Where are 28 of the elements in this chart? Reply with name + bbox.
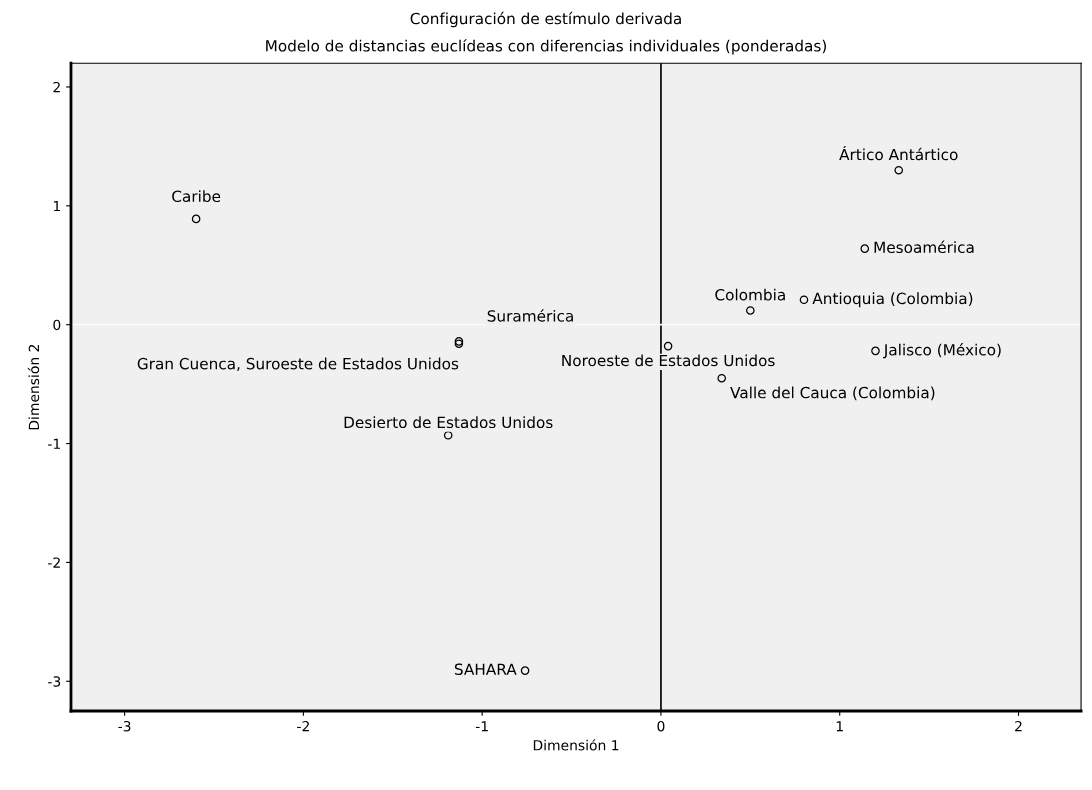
- y-tick-label: -3: [48, 676, 61, 687]
- annotation: Suramérica: [487, 309, 573, 322]
- x-tick-label: -2: [297, 720, 309, 732]
- chart-title: Configuración de estímulo derivada: [410, 11, 681, 28]
- chart-subtitle: Modelo de distancias euclídeas con diferencias individuales (ponderadas): [266, 39, 827, 55]
- annotation: Jalisco (México): [883, 343, 1001, 359]
- x-tick-label: 1: [836, 721, 843, 732]
- annotation: SAHARA: [454, 663, 517, 676]
- y-tick-label: 0: [53, 319, 61, 331]
- y-tick-label: 1: [53, 200, 60, 212]
- y-tick-label: 2: [53, 81, 60, 93]
- annotation: Antioquia (Colombia): [812, 292, 973, 308]
- annotation: Mesoamérica: [874, 240, 974, 254]
- y-tick-label: -1: [48, 438, 60, 449]
- annotation: Noroeste de Estados Unidos: [562, 354, 775, 367]
- y-tick-label: -2: [48, 557, 60, 568]
- annotation: Gran Cuenca, Suroeste de Estados Unidos: [137, 357, 459, 371]
- annotation: Ártico Antártico: [839, 145, 958, 161]
- x-tick-label: -3: [118, 720, 131, 732]
- annotation: Colombia: [715, 288, 785, 301]
- x-tick-label: 2: [1015, 720, 1022, 732]
- annotation: Desierto de Estados Unidos: [344, 416, 553, 429]
- x-axis-title: Dimensión 1: [533, 739, 619, 751]
- x-tick-label: -1: [475, 721, 488, 732]
- annotation: Caribe: [172, 190, 221, 203]
- annotation: Valle del Cauca (Colombia): [730, 386, 935, 401]
- y-axis-title: Dimensión 2: [27, 344, 40, 430]
- x-tick-label: 0: [657, 720, 665, 732]
